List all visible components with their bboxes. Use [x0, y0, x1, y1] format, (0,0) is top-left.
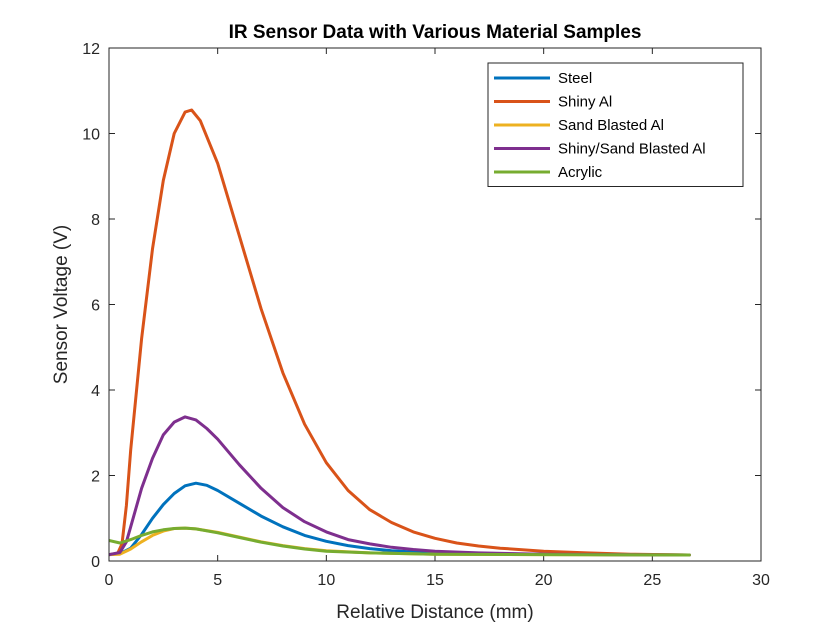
y-tick-label: 2: [91, 469, 100, 486]
series-lines: [109, 108, 691, 557]
x-tick-label: 20: [535, 572, 553, 589]
y-tick-labels: 0 2 4 6 8 10 12: [82, 41, 100, 571]
legend-label: Shiny/Sand Blasted Al: [558, 141, 706, 158]
plot-area-border: [108, 47, 762, 562]
series-line-shiny-al: [109, 108, 691, 557]
x-tick-label: 5: [213, 572, 222, 589]
legend: Steel Shiny Al Sand Blasted Al Shiny/Sand B…: [487, 62, 744, 187]
chart-title: IR Sensor Data with Various Material Sam…: [229, 22, 642, 43]
x-tick-label: 25: [643, 572, 661, 589]
legend-label: Sand Blasted Al: [558, 117, 664, 134]
y-tick-label: 12: [82, 41, 100, 58]
x-tick-label: 30: [752, 572, 770, 589]
y-tick-label: 4: [91, 383, 100, 400]
y-tick-label: 8: [91, 212, 100, 229]
legend-label: Steel: [558, 70, 592, 87]
y-axis-label: Sensor Voltage (V): [51, 225, 72, 384]
x-tick-labels: 0 5 10 15 20 25 30: [105, 572, 770, 589]
y-tick-label: 0: [91, 554, 100, 571]
y-tick-label: 10: [82, 127, 100, 144]
x-tick-label: 0: [105, 572, 114, 589]
x-tick-label: 10: [317, 572, 335, 589]
series-line-steel: [109, 481, 691, 557]
x-axis-label: Relative Distance (mm): [336, 602, 533, 623]
series-line-shiny-sand-blasted-al: [109, 415, 691, 557]
legend-label: Acrylic: [558, 164, 603, 181]
y-tick-label: 6: [91, 298, 100, 315]
x-tick-label: 15: [426, 572, 444, 589]
series-line-acrylic: [109, 526, 691, 557]
legend-label: Shiny Al: [558, 94, 612, 111]
